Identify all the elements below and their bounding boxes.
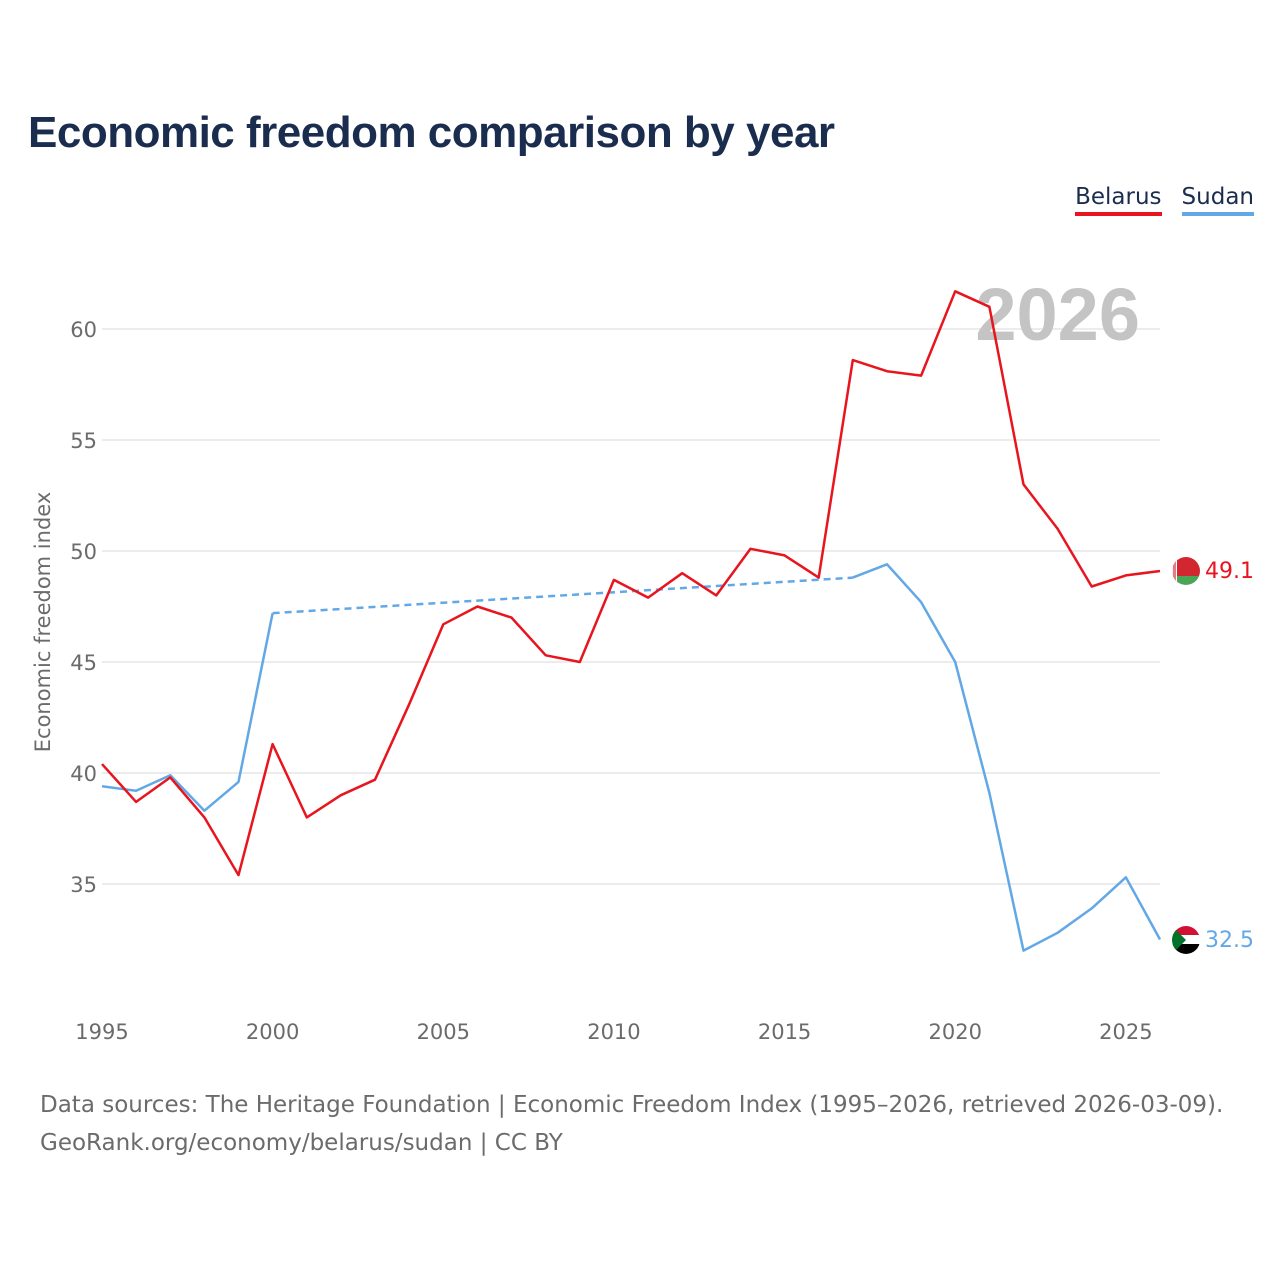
belarus-point-2000[interactable] — [267, 738, 279, 750]
belarus-point-2021[interactable] — [983, 301, 995, 313]
sudan-point-2025[interactable] — [1120, 871, 1132, 883]
y-tick-label: 60 — [70, 318, 97, 342]
belarus-point-2018[interactable] — [881, 365, 893, 377]
belarus-point-2001[interactable] — [301, 811, 313, 823]
legend: Belarus Sudan — [1075, 184, 1254, 216]
belarus-point-2008[interactable] — [540, 649, 552, 661]
belarus-point-2024[interactable] — [1086, 581, 1098, 593]
belarus-point-2025[interactable] — [1120, 569, 1132, 581]
y-tick-label: 40 — [70, 762, 97, 786]
sudan-point-2024[interactable] — [1086, 902, 1098, 914]
belarus-point-2026[interactable] — [1154, 565, 1166, 577]
x-tick-label: 2010 — [587, 1020, 640, 1044]
sudan-point-2000[interactable] — [267, 607, 279, 619]
sudan-point-2017[interactable] — [847, 572, 859, 584]
y-tick-label: 55 — [70, 429, 97, 453]
belarus-point-2014[interactable] — [744, 543, 756, 555]
belarus-end-label: 49.1 — [1205, 559, 1254, 584]
belarus-point-2009[interactable] — [574, 656, 586, 668]
sudan-point-1999[interactable] — [233, 776, 245, 788]
sudan-point-2023[interactable] — [1052, 927, 1064, 939]
x-tick-label: 1995 — [75, 1020, 128, 1044]
sudan-line-segment-0 — [101, 612, 274, 812]
belarus-point-2005[interactable] — [437, 618, 449, 630]
x-tick-label: 2020 — [928, 1020, 981, 1044]
belarus-point-2020[interactable] — [949, 285, 961, 297]
chart-title: Economic freedom comparison by year — [28, 108, 835, 157]
x-tick-label: 2015 — [758, 1020, 811, 1044]
series-belarus — [96, 285, 1166, 881]
year-watermark: 2026 — [975, 273, 1140, 356]
sudan-point-2022[interactable] — [1017, 945, 1029, 957]
series — [96, 285, 1166, 957]
sudan-point-2026[interactable] — [1154, 934, 1166, 946]
sudan-line-segment-1 — [852, 563, 1162, 952]
belarus-line-segment-0 — [101, 290, 1161, 877]
x-tick-label: 2025 — [1099, 1020, 1152, 1044]
legend-item-sudan[interactable]: Sudan — [1181, 184, 1254, 216]
sudan-point-2021[interactable] — [983, 787, 995, 799]
belarus-point-2019[interactable] — [915, 370, 927, 382]
belarus-point-1999[interactable] — [233, 869, 245, 881]
belarus-point-2015[interactable] — [779, 549, 791, 561]
footer: Data sources: The Heritage Foundation | … — [40, 1086, 1223, 1162]
sudan-flag-icon — [1172, 926, 1200, 954]
sudan-point-2018[interactable] — [881, 558, 893, 570]
sudan-point-2020[interactable] — [949, 656, 961, 668]
belarus-point-2022[interactable] — [1017, 478, 1029, 490]
sudan-gap-line — [272, 576, 853, 615]
belarus-flag-icon — [1172, 557, 1200, 585]
belarus-point-2006[interactable] — [471, 601, 483, 613]
legend-item-belarus[interactable]: Belarus — [1075, 184, 1162, 216]
belarus-point-1995[interactable] — [96, 758, 108, 770]
attribution: GeoRank.org/economy/belarus/sudan | CC B… — [40, 1130, 563, 1156]
belarus-point-2016[interactable] — [813, 572, 825, 584]
x-tick-label: 2000 — [246, 1020, 299, 1044]
belarus-point-2013[interactable] — [710, 589, 722, 601]
y-axis: 35 40 45 50 55 60 — [70, 318, 97, 897]
y-tick-label: 35 — [70, 873, 97, 897]
y-tick-label: 45 — [70, 651, 97, 675]
belarus-point-2011[interactable] — [642, 592, 654, 604]
sudan-end-label: 32.5 — [1205, 928, 1254, 953]
belarus-point-2007[interactable] — [506, 612, 518, 624]
x-tick-label: 2005 — [417, 1020, 470, 1044]
y-axis-label: Economic freedom index — [31, 492, 55, 753]
belarus-point-2003[interactable] — [369, 774, 381, 786]
belarus-point-2010[interactable] — [608, 574, 620, 586]
belarus-point-1997[interactable] — [164, 771, 176, 783]
sudan-point-2019[interactable] — [915, 596, 927, 608]
gridlines — [102, 328, 1160, 885]
belarus-point-2004[interactable] — [403, 698, 415, 710]
belarus-point-2012[interactable] — [676, 567, 688, 579]
belarus-point-2023[interactable] — [1052, 523, 1064, 535]
y-tick-label: 50 — [70, 540, 97, 564]
sudan-point-1996[interactable] — [130, 785, 142, 797]
belarus-point-1998[interactable] — [198, 811, 210, 823]
belarus-point-2017[interactable] — [847, 354, 859, 366]
series-sudan — [96, 558, 1166, 957]
data-sources: Data sources: The Heritage Foundation | … — [40, 1092, 1224, 1118]
belarus-point-2002[interactable] — [335, 789, 347, 801]
belarus-point-1996[interactable] — [130, 796, 142, 808]
sudan-point-1995[interactable] — [96, 780, 108, 792]
x-axis: 1995 2000 2005 2010 2015 2020 2025 — [75, 1020, 1152, 1044]
line-chart: 2026 35 40 45 50 55 60 1995 2000 2005 2010 2015 20… — [31, 273, 1254, 1044]
